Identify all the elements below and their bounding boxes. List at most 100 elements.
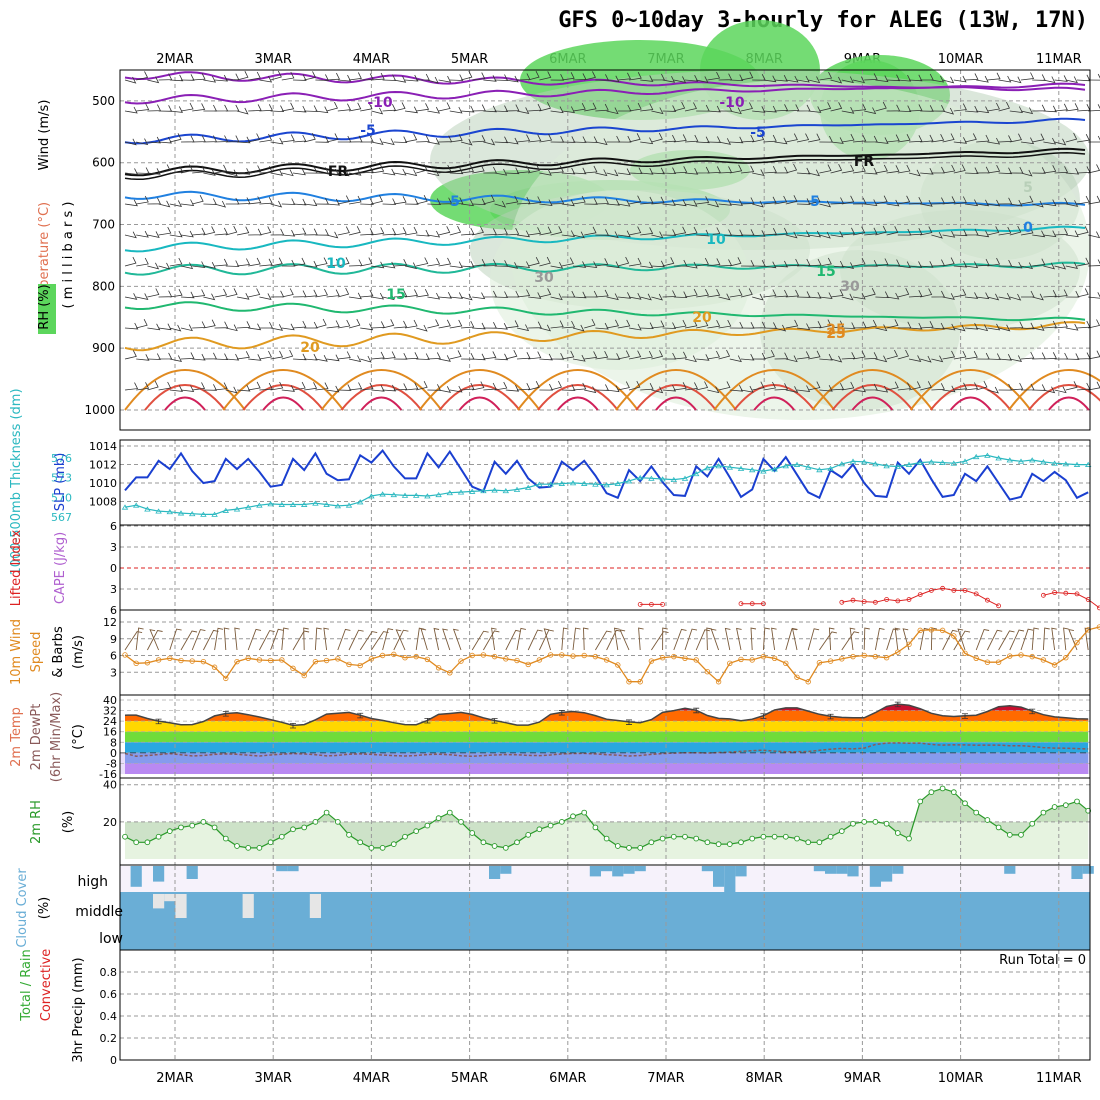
y-tick-label: 900 bbox=[92, 341, 115, 355]
y-tick-label-thickness: 567 bbox=[51, 511, 72, 524]
wind-barb bbox=[449, 225, 462, 236]
rh2m-point bbox=[469, 830, 476, 836]
wind10m-point bbox=[178, 657, 184, 664]
wind-barb bbox=[617, 319, 631, 329]
wind-barb-10m bbox=[595, 630, 612, 651]
wind10m-point bbox=[335, 656, 341, 662]
wind-barb-10m bbox=[807, 628, 820, 651]
y-tick-label: 0.6 bbox=[100, 988, 118, 1001]
wind-barb bbox=[785, 104, 800, 112]
wind-barb bbox=[976, 134, 990, 143]
wind10m-point bbox=[648, 658, 655, 664]
wind-barb bbox=[864, 352, 878, 360]
wind-barb bbox=[550, 197, 565, 205]
wind-barb bbox=[404, 262, 418, 270]
wind-barb bbox=[360, 323, 374, 331]
thickness-point bbox=[1028, 457, 1036, 463]
wind-barb bbox=[136, 382, 150, 391]
wind-barb bbox=[819, 164, 832, 174]
wind-barb bbox=[852, 76, 866, 84]
wind-barb bbox=[438, 319, 451, 329]
wind-barb bbox=[1043, 76, 1056, 84]
wind-barb bbox=[830, 355, 843, 363]
wind-barb bbox=[740, 165, 755, 174]
wind-barb bbox=[214, 258, 228, 267]
wind-barb bbox=[651, 320, 665, 329]
rh2m-point bbox=[234, 843, 240, 849]
wind-barb bbox=[539, 102, 551, 112]
wind-barb bbox=[281, 229, 296, 237]
wind10m-point bbox=[1074, 639, 1080, 646]
wind-barb bbox=[617, 168, 631, 176]
y-tick-label: 6 bbox=[110, 650, 117, 663]
wind-barb bbox=[897, 288, 910, 298]
rh2m-point bbox=[536, 826, 543, 833]
wind-barb bbox=[169, 324, 182, 332]
wind-barb-10m bbox=[957, 628, 966, 651]
wind-barb bbox=[875, 324, 888, 332]
wind-barb bbox=[326, 289, 340, 298]
wind-barb bbox=[483, 194, 495, 205]
wind10m-point bbox=[615, 662, 621, 668]
wind-barb-10m bbox=[452, 628, 462, 651]
y-tick-label-slp: 1012 bbox=[89, 459, 117, 472]
wind-barb bbox=[438, 102, 451, 112]
wind-barb bbox=[1020, 195, 1034, 205]
wind-barb bbox=[124, 322, 139, 330]
wind-barb bbox=[371, 227, 385, 236]
wind-barb bbox=[124, 231, 137, 239]
wind-barb bbox=[393, 168, 407, 176]
wind-barb bbox=[651, 73, 666, 81]
wind10m-point bbox=[458, 658, 464, 664]
thickness-point bbox=[558, 480, 566, 486]
wind-barb bbox=[684, 319, 698, 329]
wind-barb bbox=[124, 168, 139, 175]
wind-barb bbox=[987, 257, 1001, 267]
wind-barb bbox=[460, 382, 475, 391]
wind-barb bbox=[315, 74, 330, 81]
wind-barb bbox=[270, 105, 285, 113]
wind-barb bbox=[651, 167, 665, 175]
thickness-point bbox=[972, 453, 980, 460]
wind-barb bbox=[707, 350, 720, 360]
wind-barb bbox=[236, 107, 249, 115]
wind-barb bbox=[953, 288, 967, 298]
wind-barb bbox=[640, 322, 654, 330]
wind-barb bbox=[438, 355, 451, 362]
isotherm-bump bbox=[262, 396, 304, 411]
wind-barb bbox=[1009, 225, 1022, 236]
wind-barb bbox=[516, 324, 530, 332]
wind-barb bbox=[360, 382, 374, 391]
ylabel-barbs: & Barbs bbox=[51, 626, 66, 678]
isotherm-bump bbox=[851, 396, 894, 411]
rh2m-point bbox=[648, 839, 655, 846]
wind-barb bbox=[684, 134, 699, 143]
wind-barb bbox=[1054, 386, 1067, 394]
rh2m-point bbox=[738, 839, 744, 846]
wind-barb bbox=[483, 351, 497, 360]
y-tick-label: 1000 bbox=[84, 403, 115, 417]
thickness-point bbox=[636, 474, 644, 481]
wind-barb-10m bbox=[234, 627, 240, 651]
wind-barb bbox=[180, 74, 195, 81]
wind10m-point bbox=[1040, 657, 1047, 663]
wind-barb bbox=[908, 169, 921, 177]
wind-barb bbox=[1065, 167, 1080, 175]
wind-barb bbox=[449, 319, 463, 329]
wind-barb bbox=[1009, 199, 1023, 207]
wind-barb bbox=[718, 138, 732, 145]
wind10m-point bbox=[167, 655, 173, 661]
cloud-high-bar bbox=[589, 866, 601, 877]
wind-barb bbox=[819, 353, 833, 361]
wind-barb bbox=[1088, 259, 1100, 267]
wind-barb bbox=[1088, 195, 1100, 205]
wind-barb bbox=[964, 73, 979, 81]
wind10m-point bbox=[727, 660, 733, 667]
wind-barb bbox=[942, 76, 955, 84]
wind-barb bbox=[326, 168, 340, 176]
wind-barb bbox=[1043, 137, 1057, 145]
wind-barb bbox=[124, 138, 137, 146]
wind-barb bbox=[1020, 262, 1034, 270]
wind-barb bbox=[1065, 230, 1079, 238]
wind-barb bbox=[752, 106, 766, 113]
